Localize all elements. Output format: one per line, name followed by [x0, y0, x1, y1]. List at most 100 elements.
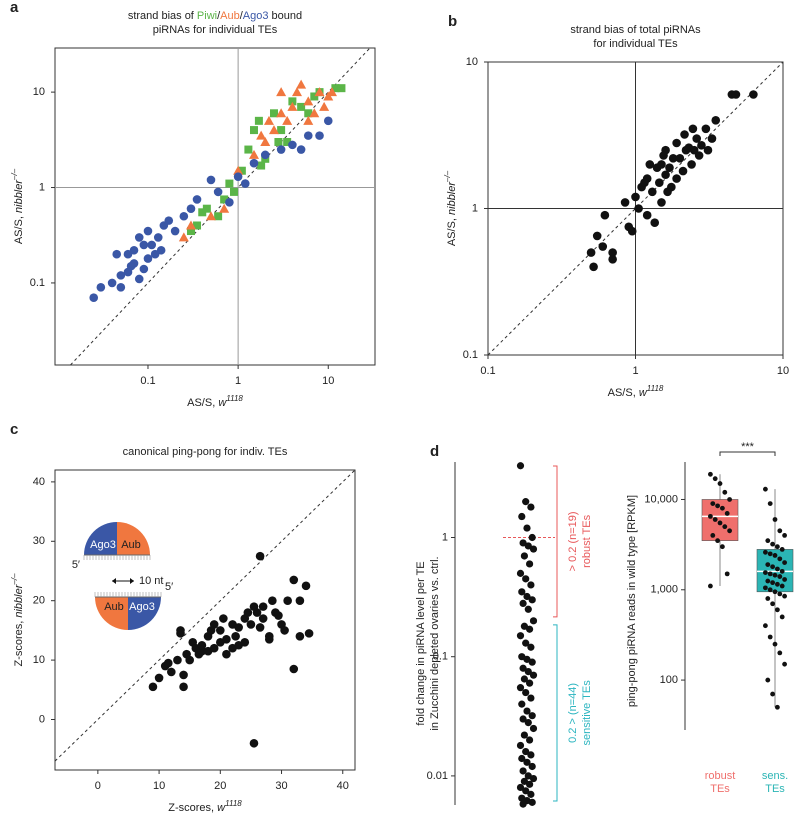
point [645, 160, 655, 169]
point [126, 261, 136, 271]
point [598, 242, 608, 251]
point [268, 596, 277, 605]
point [763, 623, 768, 629]
x-tick-label: 30 [275, 780, 287, 792]
point [254, 116, 263, 125]
y-tick-label: 0.1 [433, 651, 448, 663]
point [268, 125, 279, 135]
label-sup: –/– [10, 168, 19, 181]
point [523, 524, 531, 532]
point [287, 101, 298, 111]
point [209, 620, 219, 629]
point [767, 501, 773, 507]
point [219, 614, 228, 623]
point [154, 673, 164, 683]
point [655, 178, 664, 188]
point [672, 174, 681, 183]
point [526, 679, 534, 687]
y-tick-label: 1,000 [650, 584, 678, 596]
point [276, 145, 286, 154]
plot-frame [54, 47, 376, 366]
point [519, 715, 527, 723]
point [527, 751, 535, 759]
point [289, 664, 299, 674]
point [516, 741, 525, 750]
point [772, 553, 778, 558]
point [258, 602, 268, 611]
point [688, 124, 698, 134]
point [139, 264, 149, 274]
label-gene: nibbler [13, 583, 25, 617]
axis-label: fold change in piRNA level per TE [415, 561, 427, 725]
point [710, 501, 716, 507]
point [775, 566, 780, 572]
point [524, 605, 532, 613]
panel-letter: d [430, 443, 439, 460]
label-sup: 1118 [226, 394, 243, 403]
y-tick-label: 0.1 [463, 349, 478, 361]
point [288, 140, 297, 150]
point [665, 163, 674, 172]
point [516, 684, 525, 692]
point [772, 641, 778, 647]
point [337, 84, 346, 93]
point [763, 585, 768, 591]
point [772, 572, 778, 578]
point [274, 138, 283, 147]
point [143, 226, 153, 236]
title-part: canonical ping-pong for indiv. TEs [123, 446, 288, 458]
inset-quadrant [95, 597, 128, 630]
point [777, 528, 783, 534]
point [213, 187, 223, 197]
point [661, 170, 670, 180]
point [777, 556, 783, 562]
group-label: sensitive TEs [581, 680, 593, 746]
y-tick-label: 0.01 [427, 770, 448, 782]
y-tick-label: 10,000 [644, 493, 678, 505]
point [523, 758, 531, 766]
point [303, 115, 314, 125]
point [765, 562, 771, 568]
group-label: > 0.2 (n=19) [567, 511, 579, 571]
point [292, 87, 303, 97]
point [116, 271, 126, 280]
title-part: bound [269, 10, 303, 22]
point [782, 560, 787, 565]
point [220, 195, 229, 204]
point [176, 626, 185, 635]
point [680, 130, 689, 139]
point [529, 774, 538, 783]
point [295, 632, 305, 641]
point [526, 560, 534, 568]
point [167, 667, 176, 677]
point [724, 511, 730, 516]
point [765, 538, 771, 544]
point [164, 216, 174, 225]
point [708, 583, 713, 589]
point [295, 596, 305, 605]
point [522, 747, 530, 756]
point [775, 544, 780, 550]
point [529, 617, 538, 625]
title-part: / [240, 10, 244, 22]
y-tick-label: 10 [466, 56, 478, 68]
axis-label: AS/S, w1118 [608, 384, 664, 399]
point [276, 108, 287, 118]
point [516, 569, 525, 577]
point [715, 503, 720, 509]
point [198, 208, 207, 217]
point [249, 738, 259, 748]
x-tick-label: 10 [153, 780, 165, 792]
y-tick-label: 40 [33, 476, 45, 488]
point [256, 130, 267, 140]
point [777, 650, 783, 656]
y-tick-label: 30 [33, 535, 45, 547]
point [323, 116, 333, 126]
bracket [553, 624, 558, 802]
title-part: / [217, 10, 221, 22]
point [186, 204, 196, 213]
y-tick-label: 1 [442, 531, 448, 543]
point [782, 593, 787, 599]
point [303, 131, 313, 140]
